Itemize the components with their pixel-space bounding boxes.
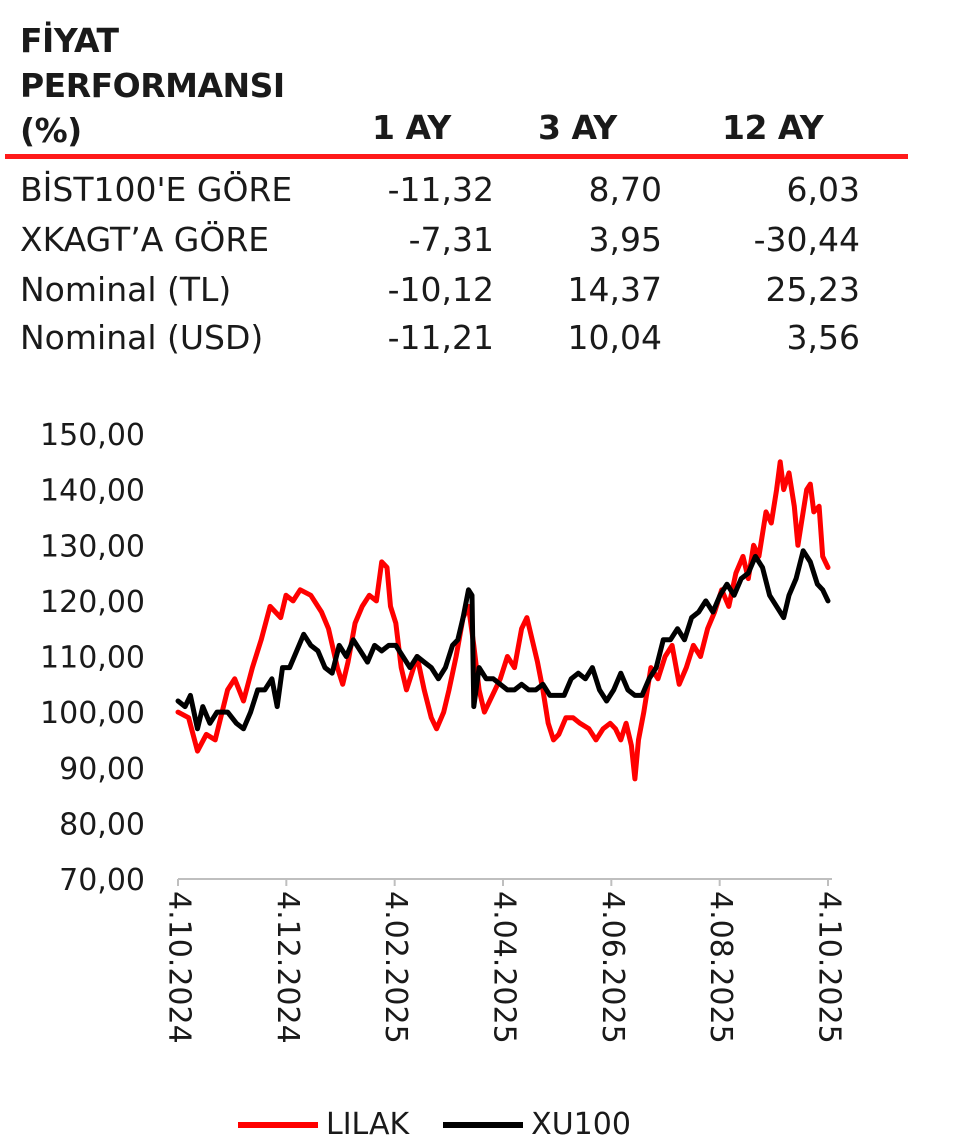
row-value: 25,23 (765, 270, 860, 309)
table-title-line: FİYAT (20, 21, 119, 60)
y-tick-label: 70,00 (59, 863, 145, 898)
header-rule (5, 154, 908, 159)
row-value: 8,70 (588, 170, 662, 209)
series-layer (175, 459, 831, 782)
x-tick-label: 4.10.2024 (162, 891, 197, 1044)
x-tick-label: 4.02.2025 (378, 891, 413, 1044)
x-tick-label: 4.06.2025 (595, 891, 630, 1044)
table-row: Nominal (TL) -10,12 14,37 25,23 (0, 270, 960, 320)
legend-label-lilak: LILAK (326, 1107, 410, 1142)
table-row: XKAGT’A GÖRE -7,31 3,95 -30,44 (0, 220, 960, 270)
x-tick-label: 4.10.2025 (812, 891, 847, 1044)
y-axis: 150,00 140,00 130,00 120,00 110,00 100,00 90,0… (40, 418, 145, 898)
row-label: Nominal (USD) (20, 318, 264, 357)
row-value: -30,44 (753, 220, 860, 259)
legend-item-xu100: XU100 (443, 1107, 631, 1142)
column-header-1ay: 1 AY (372, 108, 451, 147)
legend-swatch-xu100 (443, 1121, 524, 1128)
row-label: Nominal (TL) (20, 270, 232, 309)
row-value: -10,12 (387, 270, 494, 309)
table-title-line: PERFORMANSI (20, 66, 285, 105)
y-tick-label: 130,00 (40, 529, 145, 564)
y-tick-label: 80,00 (59, 807, 145, 842)
y-tick-label: 100,00 (40, 696, 145, 731)
y-tick-label: 120,00 (40, 585, 145, 620)
table-row: Nominal (USD) -11,21 10,04 3,56 (0, 318, 960, 368)
row-value: 3,56 (786, 318, 860, 357)
y-tick-label: 140,00 (40, 474, 145, 509)
x-tick-label: 4.12.2024 (270, 891, 305, 1044)
x-tick-label: 4.08.2025 (703, 891, 738, 1044)
y-tick-label: 150,00 (40, 418, 145, 453)
legend: LILAK XU100 (238, 1107, 665, 1142)
table-title: FİYAT PERFORMANSI (%) (20, 18, 285, 153)
series-line-xu100 (175, 548, 831, 732)
row-value: 14,37 (567, 270, 662, 309)
table-title-line: (%) (20, 111, 82, 150)
row-value: 3,95 (588, 220, 662, 259)
column-header-12ay: 12 AY (722, 108, 824, 147)
row-label: XKAGT’A GÖRE (20, 220, 270, 259)
series-line-lilak (175, 459, 831, 782)
column-header-3ay: 3 AY (538, 108, 617, 147)
legend-swatch-lilak (238, 1121, 318, 1128)
row-label: BİST100'E GÖRE (20, 170, 293, 209)
price-chart: 150,00 140,00 130,00 120,00 110,00 100,00 90,0… (40, 418, 847, 1044)
row-value: -11,32 (387, 170, 494, 209)
y-tick-label: 110,00 (40, 641, 145, 676)
x-tick-label: 4.04.2025 (487, 891, 522, 1044)
x-axis: 4.10.2024 4.12.2024 4.02.2025 4.04.2025 4.06… (162, 878, 847, 1044)
legend-label-xu100: XU100 (531, 1107, 631, 1142)
y-tick-label: 90,00 (59, 752, 145, 787)
row-value: -11,21 (387, 318, 494, 357)
legend-item-lilak: LILAK (238, 1107, 409, 1142)
row-value: 6,03 (786, 170, 860, 209)
row-value: -7,31 (408, 220, 494, 259)
table-row: BİST100'E GÖRE -11,32 8,70 6,03 (0, 170, 960, 220)
row-value: 10,04 (567, 318, 662, 357)
